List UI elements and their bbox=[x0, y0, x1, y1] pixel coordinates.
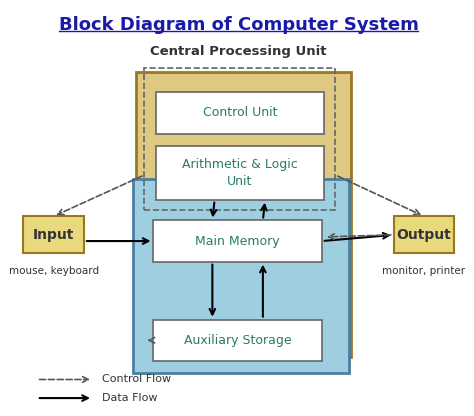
Text: Control Flow: Control Flow bbox=[102, 374, 171, 384]
Text: Auxiliary Storage: Auxiliary Storage bbox=[184, 334, 292, 347]
Text: Control Unit: Control Unit bbox=[202, 106, 277, 119]
FancyBboxPatch shape bbox=[154, 319, 322, 361]
FancyBboxPatch shape bbox=[393, 216, 454, 253]
Text: Output: Output bbox=[397, 228, 451, 242]
FancyBboxPatch shape bbox=[133, 179, 349, 373]
FancyBboxPatch shape bbox=[136, 72, 351, 357]
FancyBboxPatch shape bbox=[23, 216, 84, 253]
Text: Central Processing Unit: Central Processing Unit bbox=[151, 45, 327, 58]
FancyBboxPatch shape bbox=[155, 146, 324, 200]
Text: Input: Input bbox=[33, 228, 74, 242]
FancyBboxPatch shape bbox=[155, 92, 324, 134]
Text: Main Memory: Main Memory bbox=[195, 235, 280, 248]
FancyBboxPatch shape bbox=[154, 220, 322, 262]
Text: mouse, keyboard: mouse, keyboard bbox=[9, 266, 99, 276]
Text: Arithmetic & Logic
Unit: Arithmetic & Logic Unit bbox=[182, 158, 298, 188]
Text: Data Flow: Data Flow bbox=[102, 393, 157, 403]
Text: monitor, printer: monitor, printer bbox=[383, 266, 465, 276]
Text: Block Diagram of Computer System: Block Diagram of Computer System bbox=[59, 16, 419, 34]
